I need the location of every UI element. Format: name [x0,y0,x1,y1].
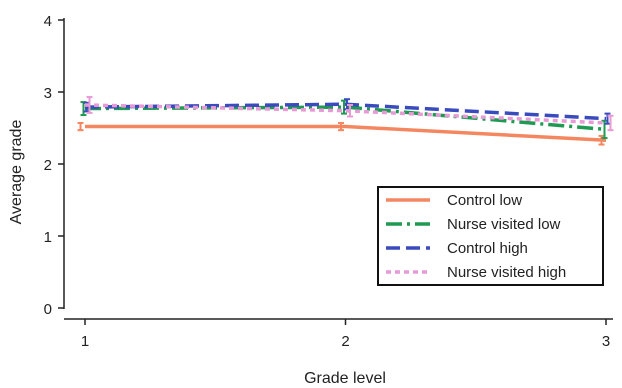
legend-box [377,186,604,286]
series-line-control-high [84,102,607,121]
error-bar-control-low [77,121,84,132]
series-line-nurse-visited-high [84,103,607,125]
error-bar-control-low [338,121,344,132]
y-axis: 0 1 2 3 4 [44,13,65,318]
y-axis-label: Average grade [8,120,25,225]
series-line-control-low [85,124,607,142]
y-tick-label: 1 [44,229,52,246]
x-tick-label: 2 [341,333,349,350]
x-axis: 1 2 3 [64,318,613,350]
error-bar-nurse-visited-high [607,114,614,132]
x-axis-label: Grade level [304,370,386,387]
error-bar-nurse-visited-high [86,96,93,114]
legend-label-nurse-visited-low: Nurse visited low [447,216,561,233]
y-tick-label: 2 [44,157,52,174]
error-bar-nurse-visited-high [347,103,353,118]
legend-label-control-low: Control low [447,192,522,209]
legend: Control low Nurse visited low Control high… [377,186,604,286]
plot-area [77,96,614,146]
x-tick-label: 1 [81,333,89,350]
y-tick-label: 3 [44,85,52,102]
x-tick-label: 3 [602,333,610,350]
legend-label-nurse-visited-high: Nurse visited high [447,264,566,281]
y-tick-label: 4 [44,13,52,30]
legend-label-control-high: Control high [447,240,528,257]
y-tick-label: 0 [44,301,52,318]
